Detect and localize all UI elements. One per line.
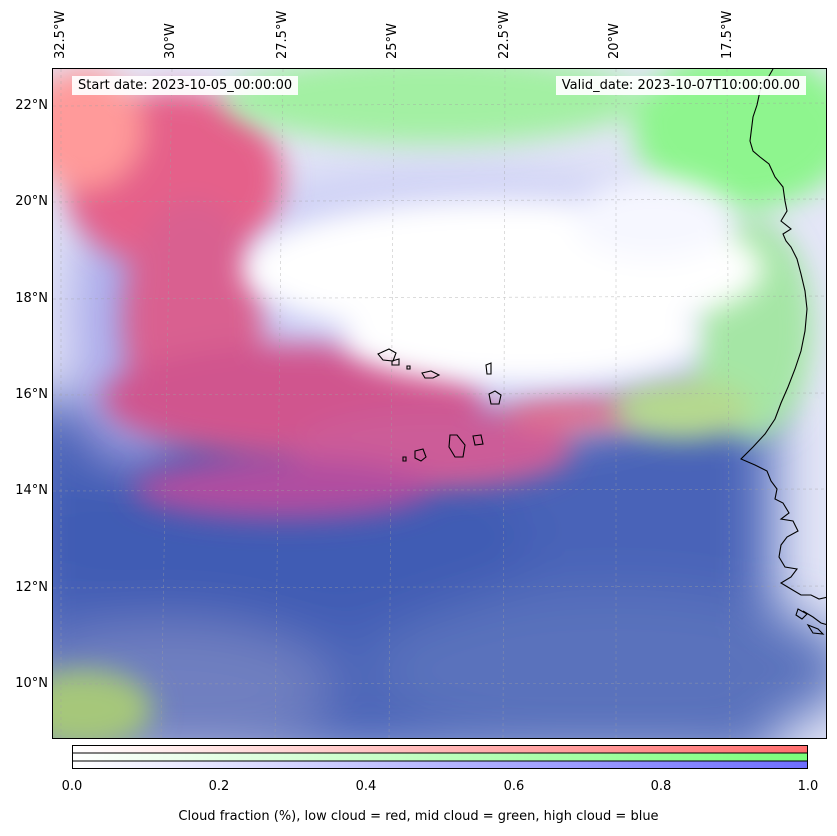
graticule — [53, 69, 826, 738]
lat-label-16n: 16°N — [15, 387, 48, 402]
lon-label-30w: 30°W — [163, 23, 178, 59]
lat-label-12n: 12°N — [15, 580, 48, 595]
valid-date-label: Valid_date: 2023-10-07T10:00:00.00 — [555, 76, 806, 95]
colorbar-tick-0-2: 0.2 — [208, 779, 230, 794]
lon-label-20w: 20°W — [607, 23, 622, 59]
lat-label-18n: 18°N — [15, 291, 48, 306]
colorbar-low-cloud — [72, 745, 808, 754]
colorbar-tick-1: 1.0 — [797, 779, 819, 794]
lon-label-22-5w: 22.5°W — [497, 10, 512, 59]
lat-label-10n: 10°N — [15, 676, 48, 691]
coastline-guinea — [795, 608, 826, 635]
lon-label-17-5w: 17.5°W — [720, 10, 735, 59]
mid-cloud-layer — [53, 69, 826, 738]
colorbar-tick-0-6: 0.6 — [503, 779, 525, 794]
lat-label-14n: 14°N — [15, 483, 48, 498]
lat-label-22n: 22°N — [15, 98, 48, 113]
colorbar-mid-cloud — [72, 752, 808, 762]
colorbar-high-cloud — [72, 760, 808, 769]
lon-label-25w: 25°W — [385, 23, 400, 59]
colorbar-tick-0: 0.0 — [61, 779, 83, 794]
colorbar — [72, 745, 808, 769]
colorbar-tick-0-8: 0.8 — [650, 779, 672, 794]
colorbar-tick-0-4: 0.4 — [355, 779, 377, 794]
colorbar-label: Cloud fraction (%), low cloud = red, mid… — [178, 809, 659, 824]
cloud-fraction-map — [52, 68, 827, 739]
lon-label-27-5w: 27.5°W — [275, 10, 290, 59]
start-date-label: Start date: 2023-10-05_00:00:00 — [72, 76, 299, 95]
clear-sky-zone — [243, 179, 763, 384]
lat-label-20n: 20°N — [15, 194, 48, 209]
low-cloud-layer — [53, 69, 643, 519]
lon-label-32-5w: 32.5°W — [53, 10, 68, 59]
cape-verde-islands — [377, 348, 502, 462]
coastline-africa — [740, 69, 826, 600]
